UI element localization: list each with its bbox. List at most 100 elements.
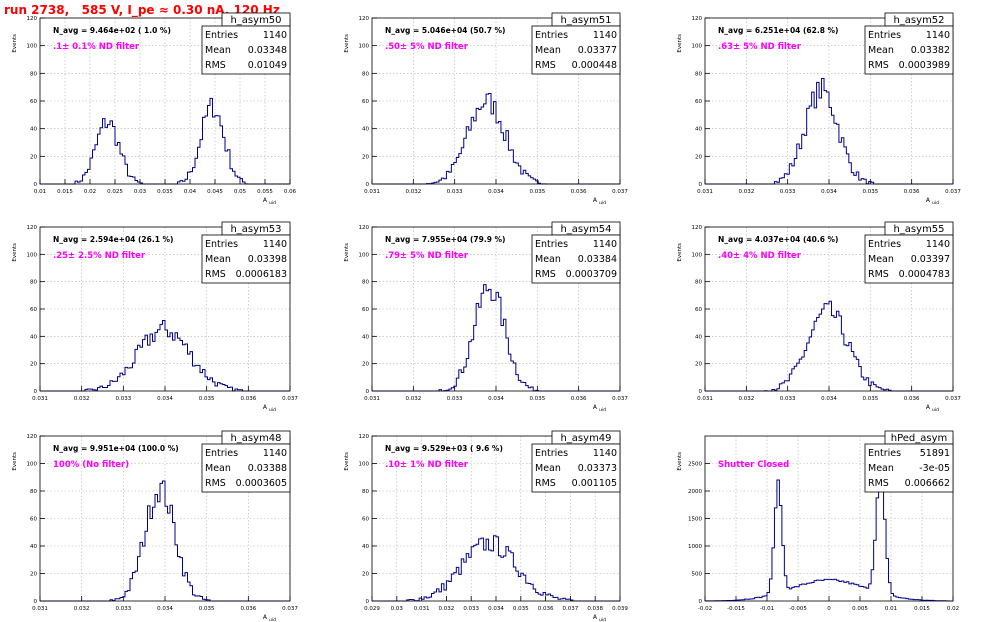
panel-h_asym50-xtick-label: 0.035	[157, 189, 173, 195]
panel-h_asym52-stats-label: Entries	[868, 30, 901, 41]
panel-h_asym49-ytick-label: 40	[362, 544, 369, 550]
panel-h_asym49-stats-value: 0.001105	[572, 478, 617, 489]
panel-hPed_asym-histogram	[705, 470, 953, 602]
panel-h_asym55-xtick-label: 0.033	[780, 396, 796, 402]
panel-h_asym48-ytick-label: 80	[30, 489, 37, 495]
panel-h_asym48-ytick-label: 0	[34, 599, 38, 605]
panel-h_asym54-xtick-label: 0.033	[447, 396, 463, 402]
panel-h_asym52-stats-title: h_asym52	[893, 15, 944, 26]
panel-h_asym51-stats-box	[531, 25, 621, 75]
panel-h_asym50-navg: N_avg = 9.464e+02 ( 1.0 %)	[53, 26, 171, 35]
panel-h_asym55-xtick-label: 0.036	[904, 396, 920, 402]
panel-h_asym52-stats-box	[864, 25, 954, 75]
panel-hPed_asym-xtick-label: 0.01	[885, 606, 897, 612]
panel-h_asym49-stats-label: Mean	[535, 463, 561, 474]
panel-h_asym50-stats-box	[201, 25, 291, 75]
panel-h_asym53-ytick-label: 100	[27, 252, 38, 258]
panel-h_asym51-stats-label: RMS	[535, 60, 556, 71]
panel-h_asym48-stats-label: Entries	[205, 448, 238, 459]
panel-h_asym53-xtick-label: 0.036	[240, 396, 256, 402]
panel-h_asym51-ytick-label: 120	[359, 16, 370, 22]
panel-hPed_asym-stats-title: hPed_asym	[891, 433, 948, 444]
panel-h_asym50-stats-label: Mean	[205, 45, 231, 56]
panel-h_asym53-filter-label: .25± 2.5% ND filter	[53, 251, 146, 261]
panel-h_asym51-xtick-label: 0.034	[488, 189, 504, 195]
panel-h_asym54-stats-label: RMS	[535, 269, 556, 280]
panel-h_asym52-ytick-label: 80	[695, 71, 702, 77]
panel-h_asym52-ytick-label: 100	[692, 44, 703, 50]
panel-h_asym48-xtick-label: 0.031	[32, 606, 48, 612]
panel-h_asym51-stats-value: 0.000448	[572, 60, 617, 71]
panel-h_asym53-xtick-label: 0.031	[32, 396, 48, 402]
panel-h_asym50-xtick-label: 0.01	[34, 189, 46, 195]
panel-h_asym48-stats-value: 0.0003605	[236, 478, 287, 489]
panel-h_asym49-xtick-label: 0.031	[414, 606, 430, 612]
panel-h_asym55-stats-title: h_asym55	[893, 224, 944, 235]
panel-h_asym53-ytick-label: 40	[30, 334, 37, 340]
panel-h_asym55-frame	[704, 226, 954, 392]
panel-h_asym50-xtick-label: 0.03	[134, 189, 147, 195]
panel-h_asym51-stats-label: Mean	[535, 45, 561, 56]
panel-h_asym55-stats-box	[864, 234, 954, 284]
panel-h_asym51-filter-label: .50± 5% ND filter	[385, 42, 469, 52]
panel-h_asym52-ytick-label: 60	[695, 99, 702, 105]
panel-h_asym51-ytick-label: 20	[362, 154, 369, 160]
panel-h_asym51-ytick-label: 0	[366, 182, 370, 188]
panel-hPed_asym-stats-value: -3e-05	[919, 463, 950, 474]
panel-h_asym48-xtick-label: 0.035	[199, 606, 215, 612]
panel-h_asym53-xtick-label: 0.037	[282, 396, 298, 402]
panel-h_asym50-stats-value: 0.01049	[248, 60, 287, 71]
panel-h_asym52-xtick-label: 0.034	[821, 189, 837, 195]
panel-h_asym51-stats-title: h_asym51	[560, 15, 611, 26]
panel-h_asym51-xtick-label: 0.035	[529, 189, 545, 195]
panel-h_asym55-ytick-label: 120	[692, 225, 703, 231]
panel-h_asym48-ytick-label: 120	[27, 434, 38, 440]
panel-h_asym50-xtick-label: 0.015	[57, 189, 73, 195]
panel-h_asym49-stats-title: h_asym49	[560, 433, 611, 444]
panel-h_asym54-xtick-label: 0.036	[571, 396, 587, 402]
panel-hPed_asym-xtick-label: -0.015	[727, 606, 745, 612]
panel-h_asym48-xtick-label: 0.032	[74, 606, 90, 612]
panel-h_asym49-ylabel: Events	[344, 452, 350, 471]
panel-h_asym52-ylabel: Events	[677, 34, 683, 53]
panel-hPed_asym-xtick-label: -0.005	[789, 606, 807, 612]
panel-h_asym55-ytick-label: 100	[692, 252, 703, 258]
panel-h_asym48-stats-title: h_asym48	[230, 433, 281, 444]
panel-hPed_asym-ytick-label: 2500	[688, 462, 702, 468]
panel-h_asym51-stats-value: 0.03377	[578, 45, 617, 56]
panel-h_asym50-xtick-label: 0.025	[107, 189, 123, 195]
panel-h_asym54-xtick-label: 0.037	[612, 396, 628, 402]
panel-h_asym52-ytick-label: 120	[692, 16, 703, 22]
panel-h_asym50-ylabel: Events	[12, 34, 18, 53]
panel-h_asym55-stats-label: Mean	[868, 254, 894, 265]
panel-h_asym49-xtick-label: 0.038	[587, 606, 603, 612]
panel-h_asym54-ytick-label: 20	[362, 362, 369, 368]
panel-h_asym54-frame	[371, 226, 621, 392]
panel-h_asym49-ytick-label: 20	[362, 572, 369, 578]
panel-h_asym55-stats-label: RMS	[868, 269, 889, 280]
panel-h_asym49-ytick-label: 60	[362, 517, 369, 523]
panel-h_asym54-xtick-label: 0.034	[488, 396, 504, 402]
panel-h_asym53-stats-title: h_asym53	[230, 224, 281, 235]
panel-h_asym50-xtick-label: 0.055	[257, 189, 273, 195]
panel-hPed_asym-stats-label: Entries	[868, 448, 901, 459]
panel-h_asym53-ytick-label: 80	[30, 280, 37, 286]
panel-h_asym49-xtick-label: 0.033	[463, 606, 479, 612]
panel-h_asym49-xtick-label: 0.032	[439, 606, 455, 612]
panel-h_asym54-stats-value: 0.0003709	[566, 269, 617, 280]
panel-h_asym50-xtick-label: 0.02	[84, 189, 96, 195]
panel-h_asym54-stats-box	[531, 234, 621, 284]
panel-h_asym48-xtick-label: 0.037	[282, 606, 298, 612]
panel-h_asym55-xtick-label: 0.035	[862, 396, 878, 402]
panel-h_asym52-ytick-label: 40	[695, 127, 702, 133]
panel-h_asym54-ytick-label: 60	[362, 307, 369, 313]
panel-h_asym52-stats-label: Mean	[868, 45, 894, 56]
panel-h_asym48-xtick-label: 0.036	[240, 606, 256, 612]
panel-h_asym52-xtick-label: 0.036	[904, 189, 920, 195]
panel-h_asym49-xtick-label: 0.037	[563, 606, 579, 612]
panel-h_asym54-ytick-label: 40	[362, 334, 369, 340]
panel-h_asym54-navg: N_avg = 7.955e+04 (79.9 %)	[385, 235, 505, 244]
panel-h_asym54-stats-value: 1140	[593, 239, 617, 250]
panel-h_asym55-stats-value: 0.0004783	[899, 269, 950, 280]
